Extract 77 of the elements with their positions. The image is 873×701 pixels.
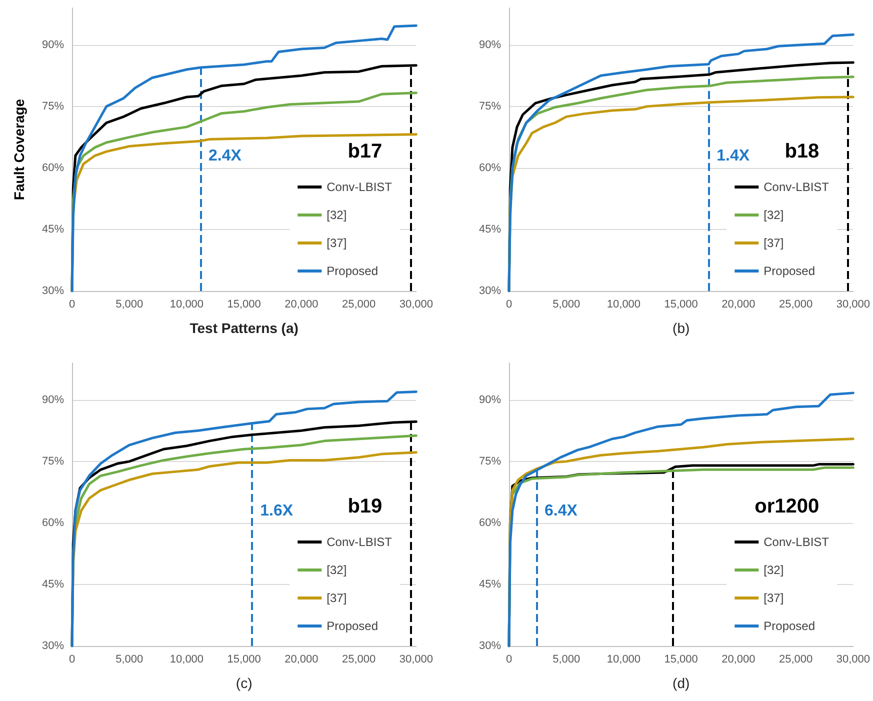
x-tick-label: 15,000 <box>664 654 698 666</box>
y-tick-label: 45% <box>478 578 502 590</box>
x-tick-label: 5,000 <box>552 654 580 666</box>
x-tick-label: 25,000 <box>778 298 813 310</box>
ref-line-label: 2.4X <box>208 147 242 164</box>
legend-label: [32] <box>764 563 784 577</box>
x-tick-label: 20,000 <box>722 298 756 310</box>
y-tick-label: 45% <box>42 223 64 236</box>
legend-label: [32] <box>326 208 347 222</box>
x-tick-label: 25,000 <box>342 298 376 310</box>
legend-label: [32] <box>326 563 347 577</box>
y-tick-label: 30% <box>478 640 502 652</box>
x-tick-label: 5,000 <box>116 298 144 310</box>
y-tick-label: 45% <box>42 578 64 590</box>
annotation: b19 <box>348 496 382 518</box>
x-tick-label: 15,000 <box>227 654 261 666</box>
y-tick-label: 30% <box>42 285 64 297</box>
y-tick-label: 60% <box>42 162 64 174</box>
legend-label: Conv-LBIST <box>764 180 830 194</box>
x-tick-label: 20,000 <box>722 654 756 666</box>
x-tick-label: 0 <box>68 654 76 666</box>
x-axis-title: Test Patterns (a) <box>190 320 298 336</box>
x-tick-label: 20,000 <box>284 298 318 310</box>
legend-label: Conv-LBIST <box>326 180 393 194</box>
x-tick-label: 15,000 <box>227 298 261 310</box>
x-tick-label: 15,000 <box>664 298 698 310</box>
y-tick-label: 90% <box>478 38 502 51</box>
ref-line-label: 6.4X <box>544 502 578 520</box>
legend-label: Proposed <box>326 619 378 633</box>
x-axis-title: (c) <box>236 675 252 691</box>
legend-label: [32] <box>764 208 784 222</box>
y-tick-label: 90% <box>42 38 64 51</box>
legend-label: [37] <box>326 236 347 250</box>
y-tick-label: 75% <box>478 100 502 112</box>
legend-label: [37] <box>764 236 784 250</box>
y-tick-label: 90% <box>42 394 64 406</box>
x-tick-label: 5,000 <box>552 298 580 310</box>
ref-line-label: 1.4X <box>716 147 750 164</box>
legend-label: Proposed <box>764 619 816 633</box>
x-tick-label: 30,000 <box>836 298 870 310</box>
x-tick-label: 30,000 <box>399 298 434 310</box>
y-tick-label: 30% <box>478 285 502 297</box>
legend-label: Proposed <box>764 264 816 278</box>
x-tick-label: 10,000 <box>606 654 641 666</box>
x-tick-label: 30,000 <box>399 654 434 666</box>
x-tick-label: 0 <box>506 298 512 310</box>
y-tick-label: 60% <box>42 516 64 529</box>
legend-label: [37] <box>326 591 347 605</box>
y-tick-label: 45% <box>478 223 502 236</box>
y-tick-label: 75% <box>42 455 64 468</box>
legend-label: Proposed <box>326 264 378 278</box>
legend-label: [37] <box>764 591 784 605</box>
x-tick-label: 25,000 <box>342 654 376 666</box>
y-tick-label: 75% <box>478 455 502 468</box>
x-tick-label: 0 <box>68 298 76 310</box>
y-tick-label: 60% <box>478 162 502 174</box>
y-tick-label: 75% <box>42 100 64 112</box>
annotation: b18 <box>784 140 820 163</box>
y-tick-label: 60% <box>478 516 502 529</box>
x-axis-title: (b) <box>672 320 690 336</box>
x-tick-label: 0 <box>506 654 512 666</box>
y-tick-label: 90% <box>478 394 502 406</box>
annotation: or1200 <box>754 496 820 518</box>
x-tick-label: 10,000 <box>170 654 204 666</box>
x-tick-label: 25,000 <box>778 654 813 666</box>
x-tick-label: 5,000 <box>116 654 144 666</box>
legend-label: Conv-LBIST <box>326 535 393 549</box>
x-tick-label: 10,000 <box>170 298 204 310</box>
y-tick-label: 30% <box>42 640 64 652</box>
legend-label: Conv-LBIST <box>764 535 830 549</box>
x-tick-label: 20,000 <box>284 654 318 666</box>
annotation: b17 <box>348 140 382 163</box>
x-tick-label: 10,000 <box>606 298 641 310</box>
x-tick-label: 30,000 <box>836 654 870 666</box>
ref-line-label: 1.6X <box>260 502 294 520</box>
y-axis-title: Fault Coverage <box>11 98 27 200</box>
x-axis-title: (d) <box>672 675 690 691</box>
